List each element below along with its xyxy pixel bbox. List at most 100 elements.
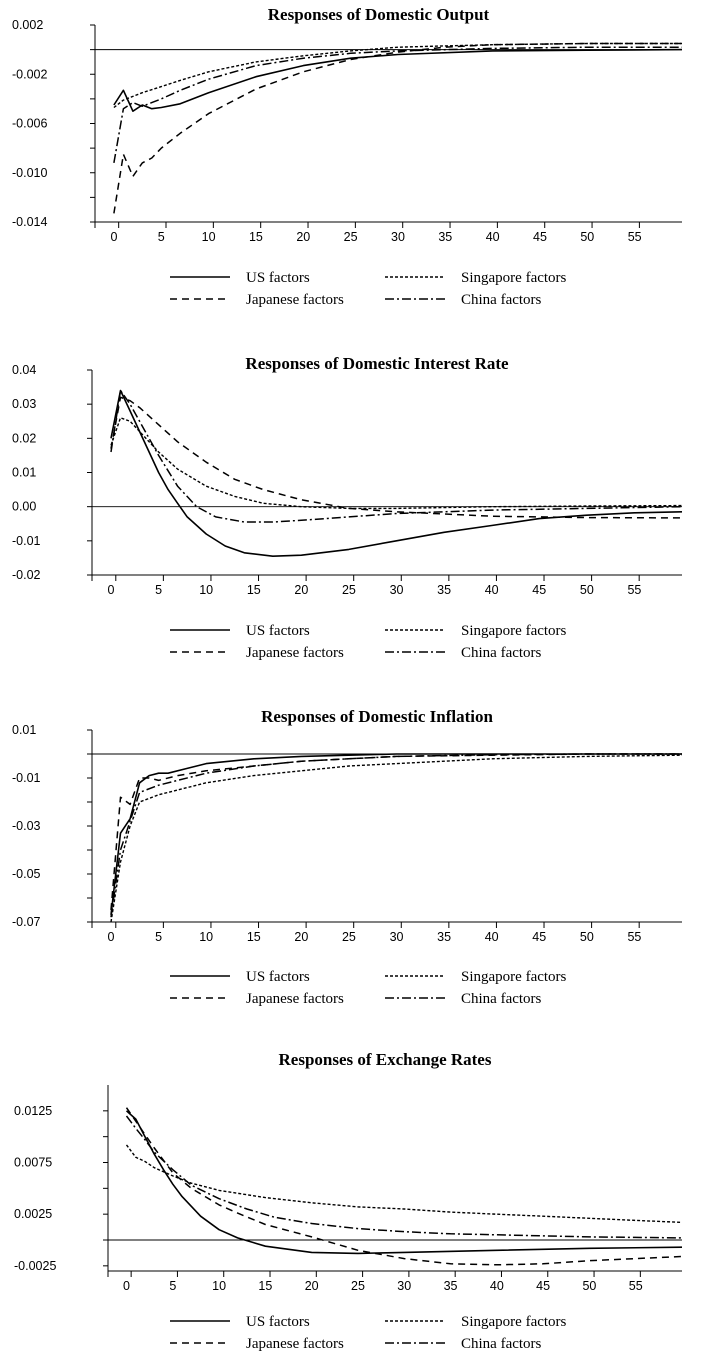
- x-tick-label: 45: [532, 930, 546, 944]
- x-tick-label: 25: [342, 930, 356, 944]
- x-tick-label: 30: [390, 930, 404, 944]
- x-tick-label: 5: [169, 1279, 176, 1293]
- chart-panel-inflation: Responses of Domestic Inflation 0.01 -0.01…: [0, 695, 708, 1025]
- legend: US factors Singapore factors Japanese fact…: [170, 623, 567, 661]
- x-tick-label: 25: [351, 1279, 365, 1293]
- x-tick-label: 45: [533, 230, 547, 244]
- x-tick-label: 40: [485, 930, 499, 944]
- y-tick-label: -0.02: [12, 568, 41, 582]
- series-line-us-factors: [125, 1110, 683, 1255]
- legend-label-china-factors: China factors: [461, 1336, 542, 1352]
- x-tick-label: 20: [305, 1279, 319, 1293]
- legend-label-japanese-factors: Japanese factors: [246, 645, 344, 661]
- axes-frame: [91, 730, 682, 923]
- legend-label-us-factors: US factors: [246, 1314, 310, 1330]
- x-tick-label: 40: [485, 583, 499, 597]
- x-tick-label: 15: [258, 1279, 272, 1293]
- x-tick-label: 55: [627, 583, 641, 597]
- series-line-china-factors: [113, 46, 682, 164]
- series-line-china-factors: [110, 389, 683, 523]
- series-line-japanese-factors: [110, 753, 682, 911]
- x-tick-label: 40: [490, 1279, 504, 1293]
- x-tick-label: 20: [294, 930, 308, 944]
- y-tick-label: 0.03: [12, 397, 36, 411]
- x-tick-label: 45: [536, 1279, 550, 1293]
- x-tick-label: 15: [247, 583, 261, 597]
- x-tick-label: 5: [155, 930, 162, 944]
- x-tick-label: 10: [199, 583, 213, 597]
- x-tick-label: 35: [437, 930, 451, 944]
- legend-label-china-factors: China factors: [461, 292, 542, 308]
- y-tick-label: -0.01: [12, 534, 41, 548]
- legend-label-china-factors: China factors: [461, 991, 542, 1007]
- x-tick-label: 45: [532, 583, 546, 597]
- legend-label-singapore-factors: Singapore factors: [461, 1314, 567, 1330]
- axes-frame: [91, 370, 682, 576]
- series-line-china-factors: [125, 1115, 683, 1239]
- chart-title: Responses of Exchange Rates: [279, 1050, 492, 1069]
- axes-frame: [107, 1085, 682, 1272]
- y-tick-label: -0.006: [12, 117, 47, 131]
- series-line-us-factors: [110, 389, 683, 557]
- legend-label-singapore-factors: Singapore factors: [461, 969, 567, 985]
- legend-label-china-factors: China factors: [461, 645, 542, 661]
- x-tick-label: 10: [212, 1279, 226, 1293]
- x-tick-label: 30: [390, 583, 404, 597]
- y-tick-label: 0.002: [12, 18, 43, 32]
- y-tick-label: -0.002: [12, 67, 47, 81]
- series-line-us-factors: [113, 48, 683, 112]
- x-tick-label: 0: [123, 1279, 130, 1293]
- series-line-singapore-factors: [110, 754, 683, 923]
- legend: US factors Singapore factors Japanese fact…: [170, 270, 567, 308]
- y-tick-label: -0.0025: [14, 1259, 56, 1273]
- x-tick-label: 20: [294, 583, 308, 597]
- chart-svg-interest-rate: Responses of Domestic Interest Rate 0.04 0…: [12, 354, 683, 661]
- legend-label-us-factors: US factors: [246, 270, 310, 286]
- x-tick-label: 40: [486, 230, 500, 244]
- legend-label-singapore-factors: Singapore factors: [461, 270, 567, 286]
- y-tick-label: 0.0025: [14, 1207, 52, 1221]
- x-tick-label: 5: [158, 230, 165, 244]
- legend: US factors Singapore factors Japanese fact…: [170, 969, 567, 1007]
- x-tick-label: 25: [342, 583, 356, 597]
- y-tick-label: 0.04: [12, 363, 36, 377]
- y-tick-label: -0.07: [12, 915, 41, 929]
- x-tick-label: 55: [627, 930, 641, 944]
- x-tick-label: 50: [580, 230, 594, 244]
- y-tick-label: -0.05: [12, 867, 41, 881]
- legend-label-us-factors: US factors: [246, 623, 310, 639]
- x-tick-label: 35: [437, 583, 451, 597]
- y-tick-label: -0.010: [12, 166, 47, 180]
- x-tick-label: 30: [391, 230, 405, 244]
- legend-label-japanese-factors: Japanese factors: [246, 1336, 344, 1352]
- y-tick-label: 0.02: [12, 431, 36, 445]
- x-tick-label: 50: [580, 583, 594, 597]
- x-tick-label: 0: [108, 583, 115, 597]
- chart-panel-interest-rate: Responses of Domestic Interest Rate 0.04 0…: [0, 345, 708, 680]
- x-tick-label: 55: [629, 1279, 643, 1293]
- x-tick-label: 20: [296, 230, 310, 244]
- x-tick-label: 10: [199, 930, 213, 944]
- chart-title: Responses of Domestic Interest Rate: [245, 354, 509, 373]
- y-tick-label: 0.01: [12, 723, 36, 737]
- x-tick-label: 35: [444, 1279, 458, 1293]
- series-line-japanese-factors: [110, 396, 683, 519]
- x-tick-label: 50: [582, 1279, 596, 1293]
- y-tick-label: 0.0075: [14, 1156, 52, 1170]
- y-tick-label: 0.0125: [14, 1104, 52, 1118]
- series-line-japanese-factors: [125, 1107, 683, 1266]
- y-tick-label: 0.00: [12, 500, 36, 514]
- y-tick-label: -0.03: [12, 819, 41, 833]
- x-tick-label: 25: [344, 230, 358, 244]
- series-line-singapore-factors: [110, 417, 683, 510]
- legend-label-japanese-factors: Japanese factors: [246, 991, 344, 1007]
- legend-label-singapore-factors: Singapore factors: [461, 623, 567, 639]
- series-line-us-factors: [110, 753, 682, 915]
- series-line-singapore-factors: [113, 42, 682, 109]
- chart-title: Responses of Domestic Output: [268, 5, 490, 24]
- chart-svg-exchange-rates: Responses of Exchange Rates 0.0125 0.0075 0…: [14, 1050, 683, 1352]
- series-line-singapore-factors: [125, 1144, 683, 1224]
- y-tick-label: -0.01: [12, 771, 41, 785]
- series-line-china-factors: [110, 753, 682, 918]
- legend-label-japanese-factors: Japanese factors: [246, 292, 344, 308]
